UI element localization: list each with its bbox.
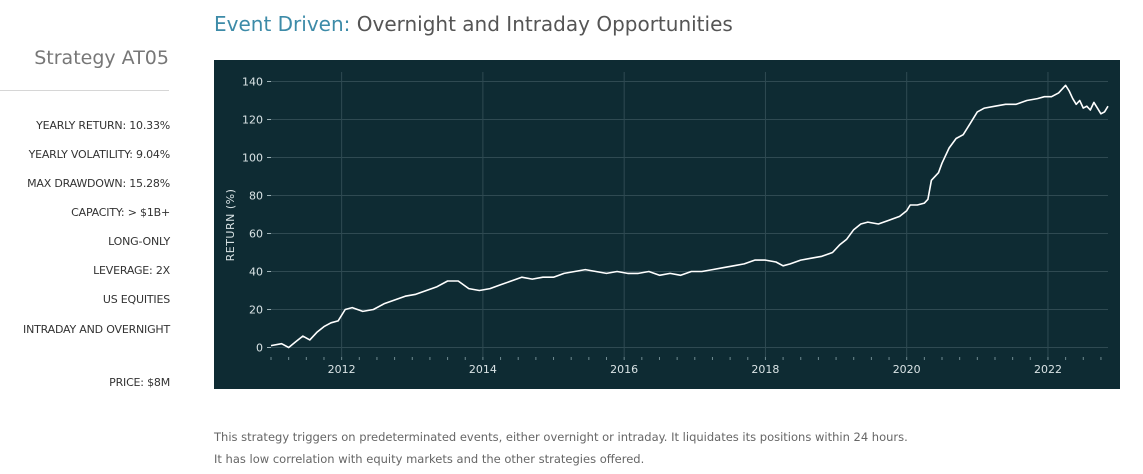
stat-intraday-overnight: INTRADAY AND OVERNIGHT: [23, 323, 170, 336]
title-accent: Event Driven:: [214, 12, 351, 36]
y-tick-label: 20: [249, 304, 263, 317]
x-tick-label: 2018: [751, 363, 779, 376]
y-tick-label: 80: [249, 190, 263, 203]
x-tick-label: 2020: [893, 363, 921, 376]
sidebar-divider: [0, 90, 169, 91]
stat-leverage: LEVERAGE: 2X: [93, 264, 170, 277]
stat-max-drawdown: MAX DRAWDOWN: 15.28%: [27, 177, 170, 190]
page-title: Event Driven: Overnight and Intraday Opp…: [214, 12, 733, 36]
description-line-1: This strategy triggers on predeterminate…: [214, 430, 908, 444]
strategy-description: This strategy triggers on predeterminate…: [214, 426, 1114, 470]
strategy-name: Strategy AT05: [34, 47, 169, 69]
title-rest: Overnight and Intraday Opportunities: [350, 12, 733, 36]
stat-capacity: CAPACITY: > $1B+: [71, 206, 170, 219]
return-chart: 0 20 40 60 80 100 120 140 2012 2014 2016 2018 2020 20…: [214, 60, 1120, 389]
stat-us-equities: US EQUITIES: [102, 293, 170, 306]
x-tick-label: 2022: [1034, 363, 1062, 376]
y-axis-label: RETURN (%): [224, 189, 237, 262]
y-tick-label: 140: [242, 76, 263, 89]
x-tick-label: 2016: [610, 363, 638, 376]
strategy-sidebar: Strategy AT05 YEARLY RETURN: 10.33% YEAR…: [0, 0, 185, 474]
description-line-2: It has low correlation with equity marke…: [214, 452, 645, 466]
y-tick-label: 120: [242, 114, 263, 127]
stat-long-only: LONG-ONLY: [108, 235, 170, 248]
stat-yearly-volatility: YEARLY VOLATILITY: 9.04%: [28, 148, 171, 161]
x-tick-label: 2012: [328, 363, 356, 376]
y-tick-label: 60: [249, 228, 263, 241]
y-tick-label: 0: [256, 342, 263, 355]
x-tick-label: 2014: [469, 363, 497, 376]
return-series-line: [270, 84, 1109, 349]
return-chart-svg: 0 20 40 60 80 100 120 140 2012 2014 2016 2018 2020 20…: [224, 72, 1109, 376]
y-tick-label: 100: [242, 152, 263, 165]
y-tick-label: 40: [249, 266, 263, 279]
stat-price: PRICE: $8M: [109, 376, 170, 389]
stat-yearly-return: YEARLY RETURN: 10.33%: [36, 119, 170, 132]
